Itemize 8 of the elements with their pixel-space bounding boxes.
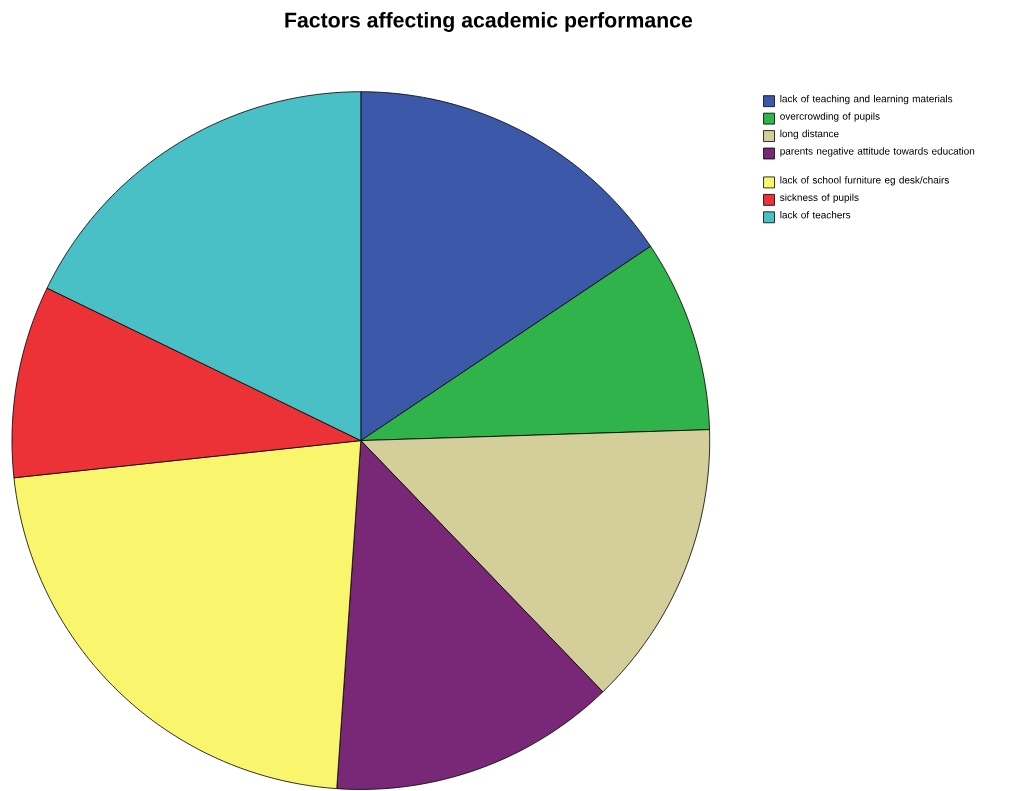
legend-label: long distance xyxy=(780,129,839,139)
legend-label: lack of teachers xyxy=(780,210,851,219)
chart-title: Factors affecting academic performance xyxy=(285,11,693,32)
legend-label: lack of school furniture eg desk/chairs xyxy=(780,176,949,186)
legend-label: parents negative attitude towards education xyxy=(780,147,975,157)
legend-label: sickness of pupils xyxy=(780,193,859,203)
legend-label: lack of teaching and learning materials xyxy=(780,94,953,105)
legend-label: overcrowding of pupils xyxy=(780,112,880,122)
